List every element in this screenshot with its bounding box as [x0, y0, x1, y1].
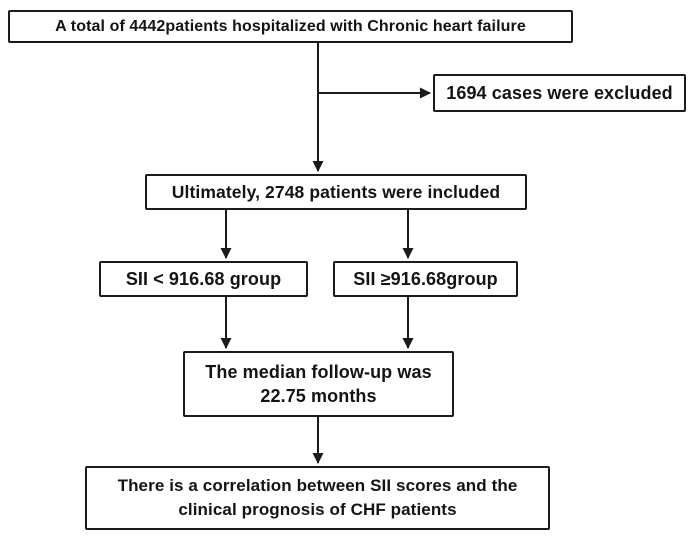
- node-sii-high-label: SII ≥916.68group: [353, 268, 498, 289]
- node-median-followup: The median follow-up was 22.75 months: [183, 351, 454, 417]
- node-conclusion-line1: There is a correlation between SII score…: [117, 476, 518, 496]
- node-followup-line2: 22.75 months: [260, 386, 377, 406]
- node-conclusion: There is a correlation between SII score…: [85, 466, 550, 530]
- node-included-patients: Ultimately, 2748 patients were included: [145, 174, 527, 210]
- node-excluded-cases: 1694 cases were excluded: [433, 74, 686, 112]
- node-included-label: Ultimately, 2748 patients were included: [171, 181, 501, 202]
- node-sii-high-group: SII ≥916.68group: [333, 261, 518, 297]
- node-conclusion-line2: clinical prognosis of CHF patients: [178, 500, 457, 519]
- node-total-label: A total of 4442patients hospitalized wit…: [55, 17, 526, 35]
- node-total-patients: A total of 4442patients hospitalized wit…: [8, 10, 573, 43]
- node-excluded-label: 1694 cases were excluded: [446, 82, 673, 103]
- node-sii-low-label: SII < 916.68 group: [125, 268, 282, 289]
- node-sii-low-group: SII < 916.68 group: [99, 261, 308, 297]
- node-followup-line1: The median follow-up was: [205, 361, 432, 382]
